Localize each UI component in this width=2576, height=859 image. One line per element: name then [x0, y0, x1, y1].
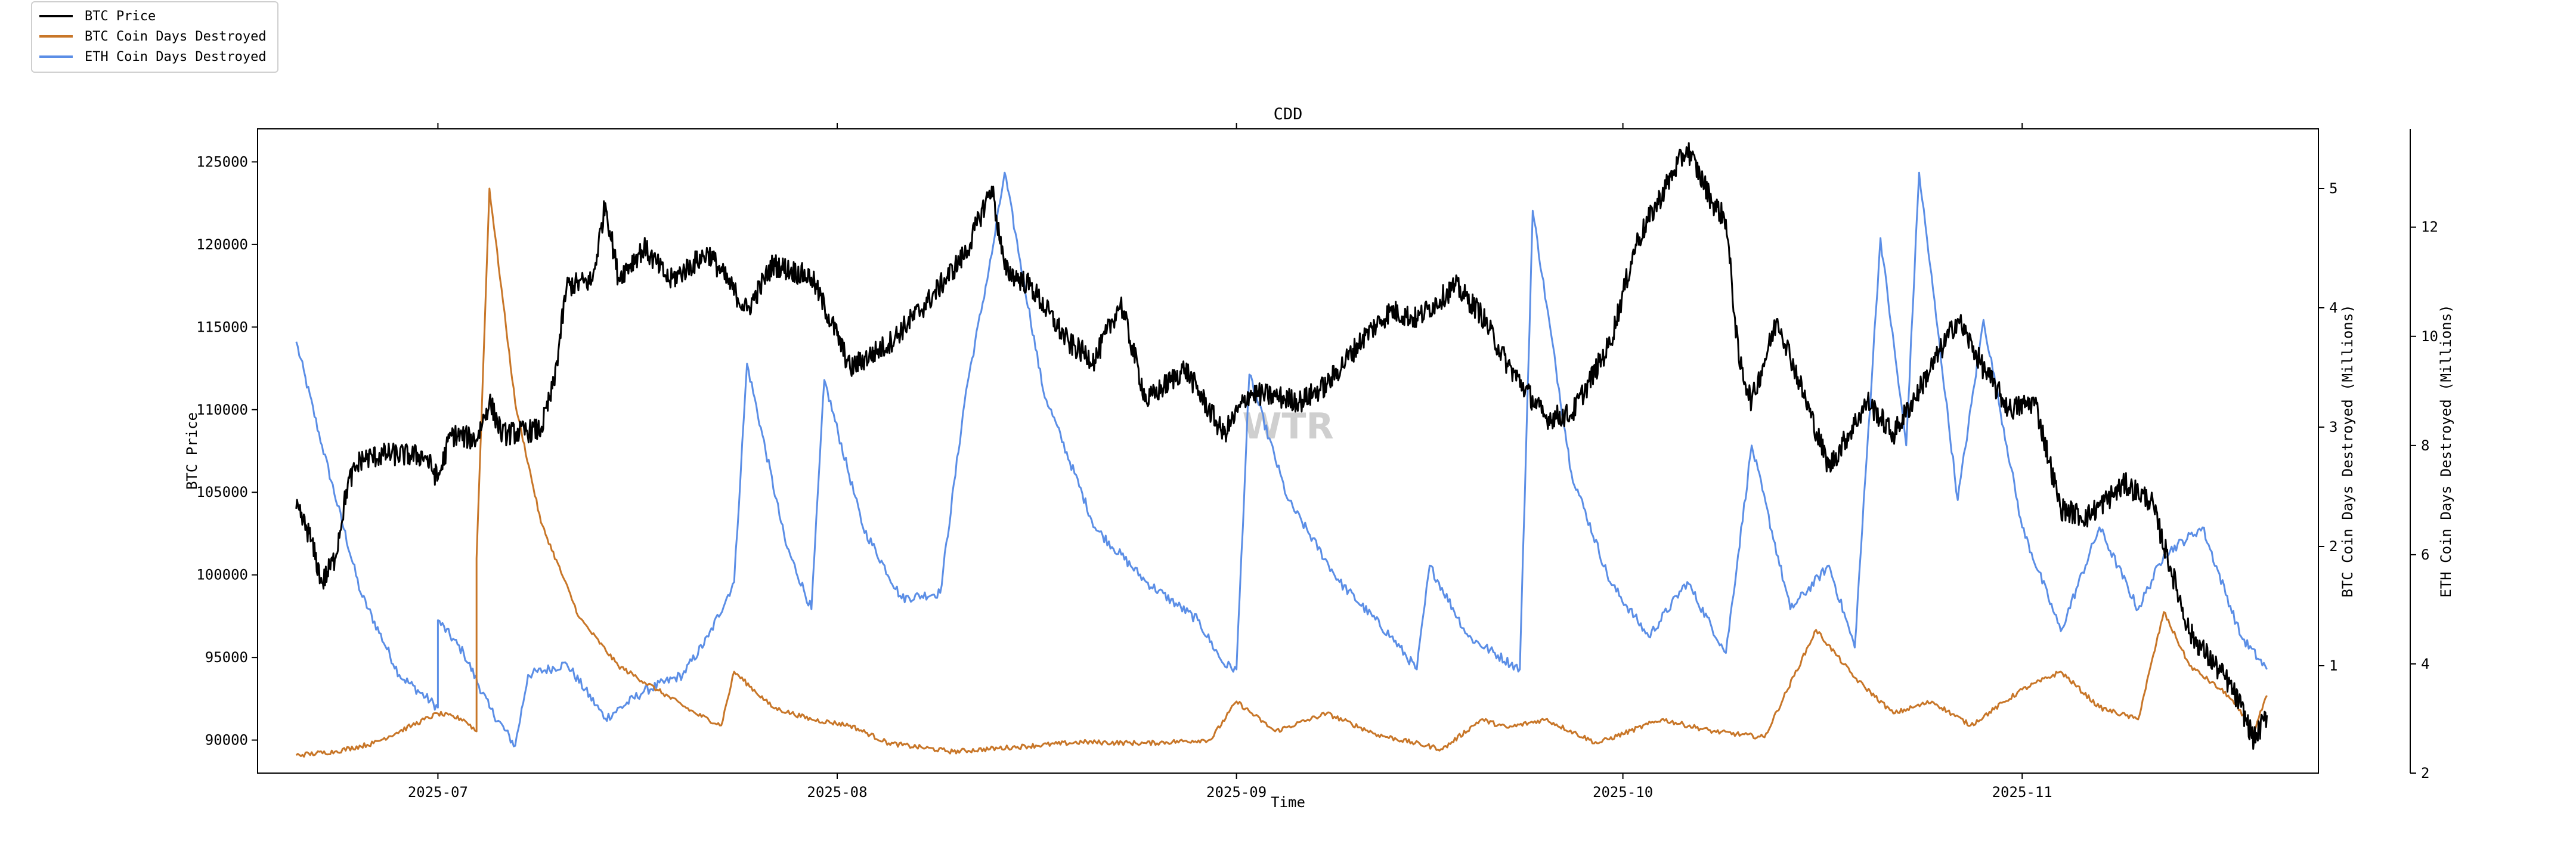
tick-label: 90000	[205, 732, 248, 749]
legend-item-btc-price: BTC Price	[39, 6, 267, 26]
tick-label: 2	[2329, 538, 2337, 555]
right-axis-ticks: 1 2 3 4 5	[2318, 180, 2337, 674]
tick-label: 2025-11	[1992, 784, 2052, 801]
tick-label: 2025-07	[408, 784, 468, 801]
right2-axis-ticks: 2 4 6 8 10 12	[2410, 219, 2438, 781]
tick-label: 110000	[196, 401, 248, 418]
left-axis-ticks: 90000 95000 100000 105000 110000 115000 120000…	[196, 153, 258, 749]
tick-label: 4	[2329, 299, 2337, 316]
chart-title: CDD	[1274, 105, 1303, 123]
tick-label: 3	[2329, 419, 2337, 435]
tick-label: 1	[2329, 657, 2337, 674]
series-line-left	[295, 142, 2268, 750]
legend: BTC Price BTC Coin Days Destroyed ETH Co…	[31, 1, 278, 73]
tick-label: 2025-10	[1593, 784, 1653, 801]
tick-label: 2025-08	[807, 784, 867, 801]
tick-label: 2	[2421, 765, 2429, 781]
tick-label: 95000	[205, 649, 248, 666]
x-axis-ticks: 2025-07 2025-08 2025-09 2025-10 2025-11	[408, 123, 2052, 801]
legend-label-eth-cdd: ETH Coin Days Destroyed	[85, 49, 267, 64]
right2-axis-label: ETH Coin Days Destroyed (Millions)	[2438, 304, 2454, 597]
tick-label: 5	[2329, 180, 2337, 197]
legend-swatch-btc-cdd	[39, 35, 73, 38]
tick-label: 10	[2421, 328, 2438, 345]
tick-label: 105000	[196, 484, 248, 500]
series-line-right2	[295, 171, 2268, 747]
tick-label: 2025-09	[1206, 784, 1267, 801]
legend-swatch-eth-cdd	[39, 55, 73, 58]
right-axis-label: BTC Coin Days Destroyed (Millions)	[2339, 304, 2356, 597]
left-axis-label: BTC Price	[184, 412, 200, 490]
tick-label: 120000	[196, 236, 248, 253]
tick-label: 125000	[196, 153, 248, 170]
tick-label: 115000	[196, 319, 248, 335]
series-line-right	[295, 187, 2268, 758]
tick-label: 4	[2421, 656, 2429, 672]
x-axis-label: Time	[1271, 794, 1305, 811]
plot-frame	[257, 128, 2319, 774]
watermark-text: WTR	[1242, 406, 1333, 447]
tick-label: 12	[2421, 219, 2438, 236]
legend-item-btc-cdd: BTC Coin Days Destroyed	[39, 26, 267, 47]
legend-label-btc-price: BTC Price	[85, 8, 156, 24]
legend-label-btc-cdd: BTC Coin Days Destroyed	[85, 29, 267, 44]
tick-label: 6	[2421, 546, 2429, 563]
series-layer	[295, 142, 2268, 758]
legend-item-eth-cdd: ETH Coin Days Destroyed	[39, 47, 267, 67]
tick-label: 100000	[196, 567, 248, 583]
tick-label: 8	[2421, 437, 2429, 454]
legend-swatch-btc-price	[39, 15, 73, 17]
